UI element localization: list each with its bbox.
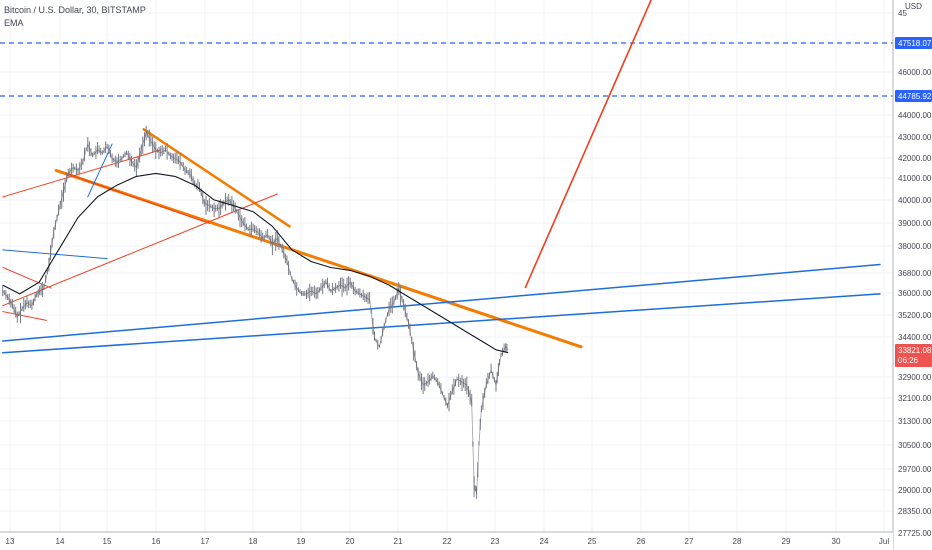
- x-tick-label: 28: [733, 537, 742, 546]
- trendlines: [1, 128, 881, 354]
- last-price-tag: [895, 344, 932, 367]
- y-tick-label: 27725.00: [898, 529, 932, 538]
- x-tick-label: 29: [782, 537, 791, 546]
- x-tick-label: 15: [103, 537, 112, 546]
- x-tick-label: 19: [297, 537, 306, 546]
- blue-trendline: [1, 263, 881, 342]
- symbol-title[interactable]: Bitcoin / U.S. Dollar, 30, BITSTAMP: [4, 5, 146, 15]
- y-tick-label: 39000.00: [898, 219, 932, 228]
- y-tick-label: 29700.00: [898, 465, 932, 474]
- x-tick-label: 25: [588, 537, 597, 546]
- chart-legend: Bitcoin / U.S. Dollar, 30, BITSTAMP EMA: [4, 4, 146, 30]
- blue-trendline: [2, 249, 108, 260]
- y-tick-label: 45: [898, 9, 907, 18]
- y-tick-label: 41000.00: [898, 174, 932, 183]
- time-axis-background: [0, 532, 893, 550]
- x-tick-label: 24: [540, 537, 549, 546]
- x-tick-label: 23: [491, 537, 500, 546]
- y-tick-label: 36800.00: [898, 269, 932, 278]
- currency-label: USD: [905, 2, 922, 11]
- y-tick-label: 29000.00: [898, 486, 932, 495]
- indicator-label[interactable]: EMA: [4, 18, 24, 28]
- countdown-label: 06:26: [898, 356, 919, 365]
- y-tick-label: 42000.00: [898, 154, 932, 163]
- price-level-tag-label: 47518.07: [898, 39, 932, 48]
- blue-trendline: [87, 143, 113, 198]
- chart-grid: [0, 0, 893, 534]
- x-tick-label: 18: [249, 537, 258, 546]
- blue-trendline: [1, 293, 881, 354]
- price-level-tag: [895, 90, 932, 102]
- red-trendline: [65, 172, 210, 224]
- y-tick-label: 30500.00: [898, 441, 932, 450]
- y-tick-label: 28350.00: [898, 507, 932, 516]
- y-tick-label: 32100.00: [898, 394, 932, 403]
- y-tick-label: 43000.00: [898, 133, 932, 142]
- x-tick-label: 13: [6, 537, 15, 546]
- y-tick-label: 38000.00: [898, 242, 932, 251]
- time-axis: 13 14 15 16 17 18 19 20 21 22 23 24 25 26 27 28 29 30 Jul: [0, 531, 893, 550]
- last-price-label: 33821.08: [898, 346, 932, 355]
- horizontal-price-levels: [0, 42, 893, 97]
- y-tick-label: 40000.00: [898, 196, 932, 205]
- y-tick-label: 32900.00: [898, 373, 932, 382]
- x-tick-label: 30: [832, 537, 841, 546]
- price-line: [2, 131, 509, 494]
- y-tick-label: 44000.00: [898, 111, 932, 120]
- price-series: [2, 125, 509, 499]
- red-trendline: [2, 311, 47, 321]
- y-tick-label: 35200.00: [898, 311, 932, 320]
- price-axis: 4547000.0046000.0045000.0044000.0043000.…: [892, 0, 932, 550]
- y-tick-label: 34400.00: [898, 333, 932, 342]
- y-tick-label: 36000.00: [898, 289, 932, 298]
- orange-trendline: [54, 168, 583, 349]
- orange-trendline: [142, 128, 291, 228]
- ema-path: [2, 172, 509, 354]
- y-tick-label: 31300.00: [898, 417, 932, 426]
- x-tick-label: 17: [201, 537, 210, 546]
- y-tick-label: 46000.00: [898, 68, 932, 77]
- x-tick-label: Jul: [879, 537, 889, 546]
- x-tick-label: 16: [152, 537, 161, 546]
- price-level-tag: [895, 37, 932, 49]
- price-level-tag-label: 44785.92: [898, 92, 932, 101]
- red-trendline: [2, 266, 52, 289]
- x-tick-label: 26: [637, 537, 646, 546]
- ema-line: [2, 172, 509, 354]
- red-trendline: [2, 149, 162, 198]
- x-tick-label: 22: [443, 537, 452, 546]
- x-tick-label: 27: [685, 537, 694, 546]
- arrow-shaft: [524, 0, 652, 289]
- x-tick-label: 14: [56, 537, 65, 546]
- projection-arrow: [524, 0, 652, 289]
- x-tick-label: 21: [394, 537, 403, 546]
- x-tick-label: 20: [346, 537, 355, 546]
